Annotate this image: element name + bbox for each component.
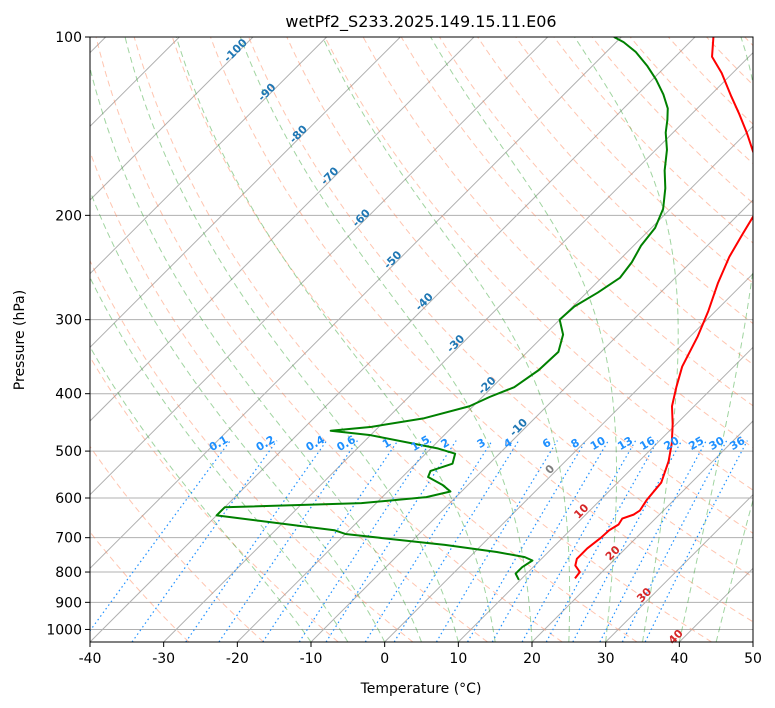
x-tick-label: -30 bbox=[152, 651, 175, 667]
moist-adiabat-line bbox=[574, 37, 679, 642]
isotherm-line bbox=[90, 37, 401, 349]
y-tick-label: 400 bbox=[55, 387, 82, 403]
mixing-ratio-line bbox=[491, 440, 609, 642]
y-axis-title: Pressure (hPa) bbox=[12, 290, 28, 390]
moist-adiabat-line bbox=[90, 189, 386, 642]
dry-adiabat-line bbox=[210, 37, 753, 623]
temperature-profile-line bbox=[574, 37, 753, 579]
mixing-ratio-line bbox=[644, 440, 748, 642]
x-tick-label: 10 bbox=[449, 651, 467, 667]
dry-adiabat-line bbox=[286, 37, 753, 534]
mixing-ratio-line bbox=[364, 440, 493, 642]
isotherm-line bbox=[90, 37, 254, 201]
mixing-ratio-line bbox=[599, 440, 707, 642]
chart-title: wetPf2_S233.2025.149.15.11.E06 bbox=[285, 12, 556, 32]
y-tick-label: 700 bbox=[55, 531, 82, 547]
dry-adiabat-line bbox=[515, 37, 753, 284]
x-axis-title: Temperature (°C) bbox=[360, 681, 482, 697]
y-tick-label: 200 bbox=[55, 208, 82, 224]
y-tick-label: 100 bbox=[55, 30, 82, 46]
moist-adiabat-line bbox=[124, 37, 459, 642]
isotherm-line bbox=[163, 51, 753, 642]
y-tick-label: 900 bbox=[55, 595, 82, 611]
x-tick-label: 20 bbox=[523, 651, 541, 667]
isotherm-line bbox=[90, 37, 696, 642]
moist-adiabat-line bbox=[90, 276, 349, 642]
y-tick-label: 1000 bbox=[46, 622, 82, 638]
dry-adiabat-line bbox=[248, 37, 753, 578]
isotherm-line bbox=[605, 493, 753, 642]
isotherm-line bbox=[90, 37, 622, 570]
y-tick-label: 300 bbox=[55, 313, 82, 329]
y-tick-label: 800 bbox=[55, 565, 82, 581]
dry-adiabat-line bbox=[133, 37, 638, 642]
x-tick-label: 30 bbox=[597, 651, 615, 667]
isotherm-line bbox=[236, 125, 753, 642]
dewpoint-profile-line bbox=[215, 37, 669, 581]
dry-adiabat-line bbox=[171, 37, 712, 642]
mixing-ratio-line bbox=[393, 440, 520, 642]
mixing-ratio-line bbox=[572, 440, 683, 642]
isotherm-line bbox=[90, 37, 475, 422]
x-tick-label: -40 bbox=[79, 651, 102, 667]
x-tick-label: 50 bbox=[744, 651, 762, 667]
mixing-ratio-line bbox=[298, 440, 432, 642]
moist-adiabat-line bbox=[239, 37, 533, 642]
isotherm-line bbox=[90, 37, 328, 275]
plot-frame bbox=[89, 36, 754, 643]
mixing-ratio-line bbox=[466, 440, 587, 642]
dry-adiabat-line bbox=[90, 259, 414, 642]
x-tick-label: 0 bbox=[380, 651, 389, 667]
dry-adiabat-line bbox=[95, 37, 563, 642]
mixing-ratio-line bbox=[545, 440, 659, 642]
mixing-ratio-line bbox=[185, 440, 328, 642]
isotherm-line bbox=[90, 37, 549, 496]
dry-adiabat-line bbox=[90, 445, 264, 642]
moist-adiabat-line bbox=[90, 66, 422, 642]
moist-adiabat-line bbox=[322, 37, 571, 642]
moist-adiabat-line bbox=[90, 345, 312, 642]
moist-adiabat-line bbox=[430, 37, 618, 642]
background-lines bbox=[90, 37, 753, 642]
moist-adiabat-line bbox=[715, 498, 753, 642]
axes: -40 -30 -20 -10 0 10 20 30 40 50 100 200 300 400 500 60… bbox=[46, 30, 762, 667]
profile-lines bbox=[215, 37, 753, 581]
isotherm-line bbox=[457, 346, 753, 642]
x-tick-label: -20 bbox=[226, 651, 249, 667]
isotherm-line bbox=[531, 420, 753, 642]
y-tick-label: 600 bbox=[55, 491, 82, 507]
x-tick-label: -10 bbox=[300, 651, 323, 667]
mixing-ratio-line bbox=[131, 440, 278, 642]
y-tick-label: 500 bbox=[55, 444, 82, 460]
moist-adiabat-line bbox=[678, 37, 753, 642]
dry-adiabat-line bbox=[324, 37, 753, 491]
mixing-ratio-line bbox=[435, 440, 558, 642]
mixing-ratio-line bbox=[521, 440, 637, 642]
isotherm-line bbox=[384, 272, 753, 642]
mixing-ratio-line bbox=[621, 440, 728, 642]
x-tick-label: 40 bbox=[670, 651, 688, 667]
